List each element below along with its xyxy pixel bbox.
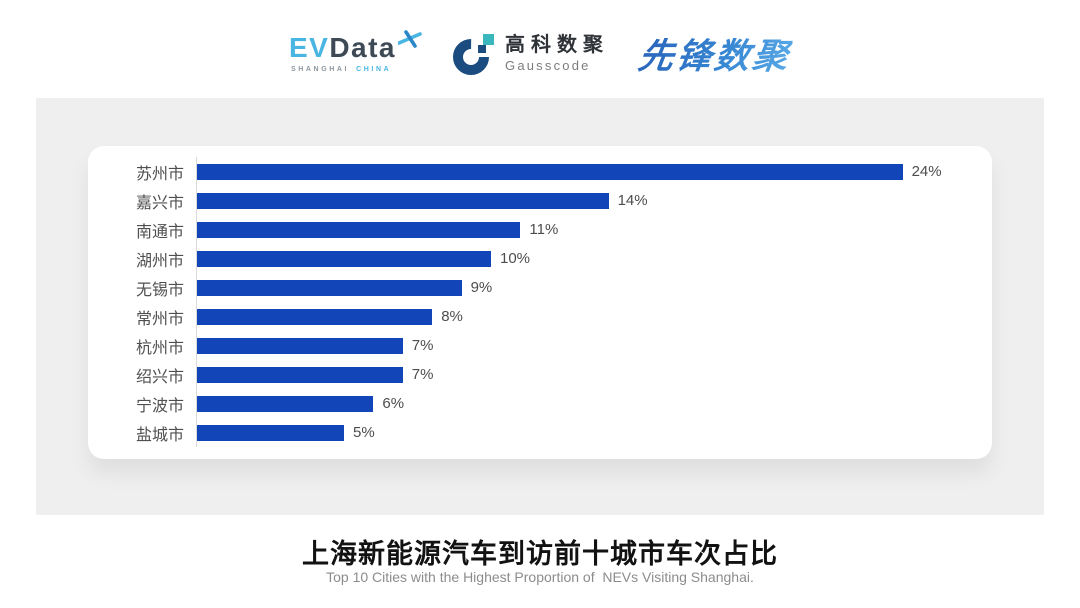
bar	[197, 250, 491, 267]
gausscode-logo: 高科数聚 Gausscode	[452, 30, 609, 76]
evdata-subtext: SHANGHAI CHINA	[289, 66, 422, 73]
category-label: 苏州市	[135, 165, 184, 183]
category-label: 湖州市	[135, 252, 184, 270]
gausscode-en-text: Gausscode	[505, 57, 591, 73]
bar-row: 宁波市 6%	[88, 389, 992, 418]
category-label: 常州市	[135, 310, 184, 328]
category-label: 嘉兴市	[135, 194, 184, 212]
evdata-china-text: CHINA	[356, 65, 392, 73]
bar-row: 南通市 11%	[88, 215, 992, 244]
pioneer-logo: 先锋数聚	[635, 28, 794, 79]
evdata-ev-text: EV	[288, 31, 330, 63]
bar-track: 24%	[196, 157, 992, 186]
value-label: 8%	[441, 308, 463, 325]
bar-track: 6%	[196, 389, 992, 418]
bar-row: 绍兴市 7%	[88, 360, 992, 389]
evdata-wordmark: EV Data	[288, 29, 422, 63]
chart-card: 苏州市 24% 嘉兴市 14% 南通市 11% 湖州市 10% 无锡市 9%	[88, 146, 992, 459]
chart-title: 上海新能源汽车到访前十城市车次占比	[302, 539, 778, 569]
bar-track: 5%	[196, 418, 992, 447]
category-label: 盐城市	[135, 426, 184, 444]
category-label: 宁波市	[135, 397, 184, 415]
bar	[197, 308, 433, 325]
bar-track: 11%	[196, 215, 992, 244]
header-logos: EV Data SHANGHAI CHINA 高科数聚 Gausscode 先锋数…	[0, 22, 1080, 84]
category-label: 杭州市	[135, 339, 184, 357]
category-label: 无锡市	[135, 281, 184, 299]
category-label: 绍兴市	[135, 368, 184, 386]
bar-track: 14%	[196, 186, 992, 215]
bar-row: 杭州市 7%	[88, 331, 992, 360]
evdata-x-icon	[398, 29, 422, 48]
value-label: 9%	[470, 279, 493, 296]
gausscode-text: 高科数聚 Gausscode	[505, 35, 609, 72]
bar	[197, 424, 344, 441]
bar-track: 9%	[196, 273, 992, 302]
bar	[197, 337, 403, 354]
bar	[197, 163, 903, 180]
gausscode-g-icon	[453, 34, 495, 75]
bar-track: 7%	[196, 331, 992, 360]
value-label: 11%	[529, 221, 559, 238]
value-label: 14%	[617, 192, 648, 209]
value-label: 7%	[411, 366, 434, 383]
bar-track: 8%	[196, 302, 992, 331]
bar-row: 湖州市 10%	[88, 244, 992, 273]
bar-row: 无锡市 9%	[88, 273, 992, 302]
bar-row: 嘉兴市 14%	[88, 186, 992, 215]
evdata-data-text: Data	[329, 31, 397, 63]
value-label: 24%	[911, 163, 942, 180]
value-label: 5%	[353, 424, 375, 441]
bar	[197, 366, 403, 383]
pioneer-text: 先锋数聚	[635, 28, 794, 79]
bar-row: 盐城市 5%	[88, 418, 992, 447]
bar-row: 常州市 8%	[88, 302, 992, 331]
bar	[197, 192, 609, 209]
category-label: 南通市	[135, 223, 184, 241]
chart-subtitle: Top 10 Cities with the Highest Proportio…	[326, 569, 754, 585]
chart-panel: 苏州市 24% 嘉兴市 14% 南通市 11% 湖州市 10% 无锡市 9%	[36, 98, 1044, 515]
value-label: 10%	[500, 250, 531, 267]
bar	[197, 395, 374, 412]
value-label: 6%	[382, 395, 405, 412]
evdata-shanghai-text: SHANGHAI	[290, 65, 350, 73]
bar	[197, 221, 521, 238]
value-label: 7%	[411, 337, 434, 354]
bar-track: 10%	[196, 244, 992, 273]
bar-rows: 苏州市 24% 嘉兴市 14% 南通市 11% 湖州市 10% 无锡市 9%	[88, 157, 992, 447]
bar-track: 7%	[196, 360, 992, 389]
gausscode-cn-text: 高科数聚	[505, 33, 610, 56]
bar-row: 苏州市 24%	[88, 157, 992, 186]
bar	[197, 279, 462, 296]
evdata-logo: EV Data SHANGHAI CHINA	[288, 29, 422, 73]
